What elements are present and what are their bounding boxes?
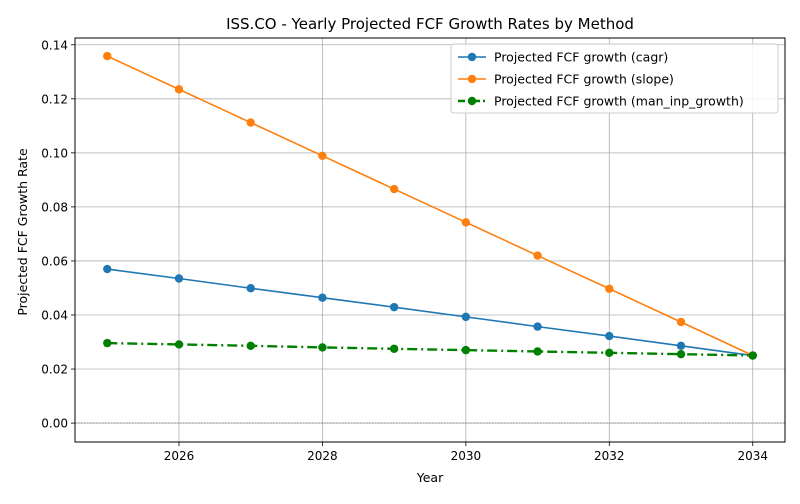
data-point bbox=[605, 284, 614, 293]
y-tick-label: 0.14 bbox=[41, 38, 68, 52]
data-point bbox=[246, 118, 255, 127]
legend-marker bbox=[467, 96, 477, 106]
x-tick-label: 2032 bbox=[594, 449, 625, 463]
data-point bbox=[389, 184, 399, 194]
y-tick-label: 0.08 bbox=[41, 200, 68, 214]
data-point bbox=[605, 331, 614, 341]
data-point bbox=[676, 317, 686, 327]
legend-label: Projected FCF growth (slope) bbox=[494, 72, 674, 87]
series-3 bbox=[103, 338, 757, 360]
x-tick-label: 2026 bbox=[164, 449, 195, 463]
x-axis-ticks: 2026 2028 2030 2032 2034 bbox=[164, 442, 768, 463]
data-point bbox=[389, 344, 399, 353]
series-line bbox=[107, 341, 753, 357]
legend: Projected FCF growth (cagr) Projected FCF… bbox=[450, 43, 779, 114]
x-axis-label: Year bbox=[416, 470, 444, 485]
legend-box bbox=[450, 43, 779, 114]
x-tick-label: 2034 bbox=[737, 449, 768, 463]
data-point bbox=[676, 341, 686, 350]
data-point bbox=[318, 343, 327, 352]
y-axis-ticks: 0.00 0.02 0.04 0.06 0.08 0.10 0.12 0.14 bbox=[41, 38, 75, 431]
data-point bbox=[103, 51, 112, 61]
series-line bbox=[107, 268, 753, 357]
series-1 bbox=[103, 264, 757, 360]
data-point bbox=[318, 293, 327, 302]
data-point bbox=[748, 351, 757, 360]
data-point bbox=[103, 264, 112, 274]
series-layer bbox=[103, 51, 757, 360]
chart-title: ISS.CO - Yearly Projected FCF Growth Rat… bbox=[226, 15, 634, 33]
series-line bbox=[106, 55, 754, 357]
y-tick-label: 0.00 bbox=[41, 417, 68, 431]
y-tick-label: 0.12 bbox=[41, 92, 68, 106]
legend-entry: Projected FCF growth (slope) bbox=[458, 72, 674, 87]
data-point bbox=[605, 348, 614, 358]
legend-marker bbox=[467, 74, 477, 84]
legend-entries: Projected FCF growth (cagr) Projected FCF… bbox=[458, 50, 744, 109]
legend-label: Projected FCF growth (cagr) bbox=[494, 50, 668, 65]
data-point bbox=[389, 302, 399, 312]
x-tick-label: 2028 bbox=[307, 449, 338, 463]
data-point bbox=[318, 151, 327, 161]
y-tick-label: 0.02 bbox=[41, 363, 68, 377]
data-point bbox=[461, 312, 471, 322]
data-point bbox=[174, 340, 184, 349]
data-point bbox=[174, 85, 184, 94]
data-point bbox=[533, 347, 542, 356]
data-point bbox=[533, 251, 542, 260]
y-tick-label: 0.04 bbox=[41, 308, 68, 322]
data-point bbox=[246, 284, 255, 293]
data-point bbox=[533, 322, 542, 331]
y-tick-label: 0.06 bbox=[41, 254, 68, 268]
data-point bbox=[461, 218, 471, 227]
legend-entry: Projected FCF growth (man_inp_growth) bbox=[458, 94, 744, 109]
legend-marker bbox=[467, 52, 477, 62]
x-tick-label: 2030 bbox=[451, 449, 482, 463]
data-point bbox=[246, 341, 255, 350]
legend-label: Projected FCF growth (man_inp_growth) bbox=[494, 94, 744, 109]
data-point bbox=[461, 345, 471, 355]
y-axis-label: Projected FCF Growth Rate bbox=[15, 148, 30, 316]
data-point bbox=[174, 274, 184, 283]
data-point bbox=[103, 338, 112, 348]
y-tick-label: 0.10 bbox=[41, 146, 68, 160]
legend-entry: Projected FCF growth (cagr) bbox=[458, 50, 668, 65]
plot-frame bbox=[74, 37, 786, 443]
data-point bbox=[676, 349, 686, 359]
series-2 bbox=[103, 51, 757, 360]
